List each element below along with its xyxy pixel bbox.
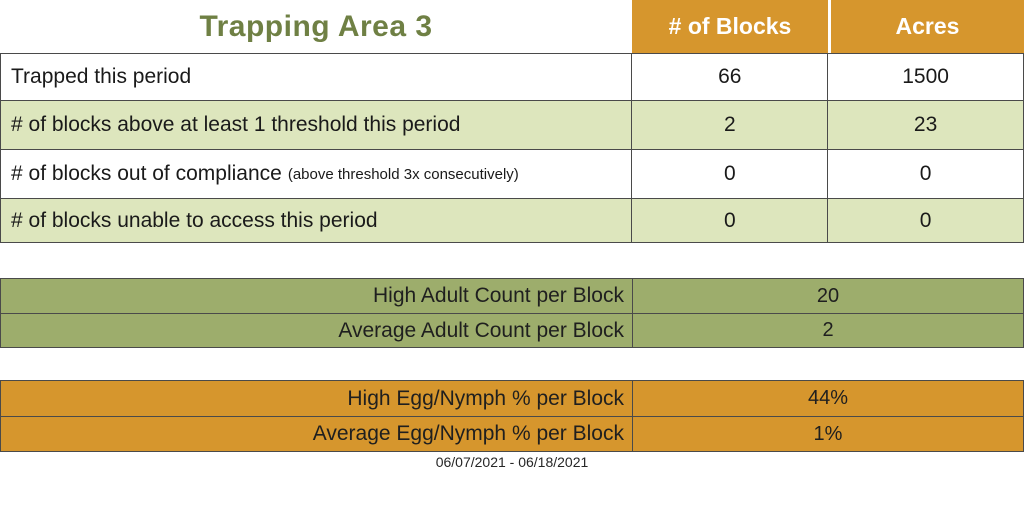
table-row: # of blocks unable to access this period… bbox=[1, 198, 1023, 242]
row-label: # of blocks out of compliance (above thr… bbox=[1, 150, 631, 198]
egg-nymph-section: High Egg/Nymph % per Block 44% Average E… bbox=[0, 380, 1024, 452]
section-row-value: 44% bbox=[632, 381, 1023, 416]
row-label: # of blocks above at least 1 threshold t… bbox=[1, 101, 631, 149]
acres-value: 0 bbox=[827, 199, 1023, 242]
page-title: Trapping Area 3 bbox=[199, 9, 433, 43]
adult-count-section: High Adult Count per Block 20 Average Ad… bbox=[0, 278, 1024, 348]
row-label: Trapped this period bbox=[1, 54, 631, 100]
blocks-value: 2 bbox=[631, 101, 827, 149]
section-row-label: High Egg/Nymph % per Block bbox=[347, 386, 624, 410]
table-row: # of blocks out of compliance (above thr… bbox=[1, 149, 1023, 198]
section-row-label: Average Adult Count per Block bbox=[338, 318, 624, 342]
summary-table: Trapped this period 66 1500 # of blocks … bbox=[0, 53, 1024, 243]
blocks-value: 0 bbox=[631, 150, 827, 198]
table-row: # of blocks above at least 1 threshold t… bbox=[1, 100, 1023, 149]
section-row: Average Egg/Nymph % per Block 1% bbox=[1, 416, 1023, 451]
row-label-text: # of blocks out of compliance bbox=[11, 162, 282, 185]
section-row-label: High Adult Count per Block bbox=[373, 284, 624, 307]
section-row: High Egg/Nymph % per Block 44% bbox=[1, 381, 1023, 416]
page-title-cell: Trapping Area 3 bbox=[0, 0, 632, 53]
section-row-value: 2 bbox=[632, 314, 1023, 347]
section-row-value: 1% bbox=[632, 417, 1023, 451]
report-date-range: 06/07/2021 - 06/18/2021 bbox=[435, 454, 589, 470]
row-label-text: Trapped this period bbox=[11, 65, 192, 88]
section-row: High Adult Count per Block 20 bbox=[1, 279, 1023, 313]
row-label-text: # of blocks above at least 1 threshold t… bbox=[11, 113, 461, 136]
table-row: Trapped this period 66 1500 bbox=[1, 54, 1023, 100]
row-label: # of blocks unable to access this period bbox=[1, 199, 631, 242]
blocks-value: 0 bbox=[631, 199, 827, 242]
column-header-blocks: # of Blocks bbox=[632, 0, 828, 53]
acres-value: 0 bbox=[827, 150, 1023, 198]
acres-value: 1500 bbox=[827, 54, 1023, 100]
section-row-label: Average Egg/Nymph % per Block bbox=[312, 422, 624, 445]
report-header: Trapping Area 3 # of Blocks Acres bbox=[0, 0, 1024, 53]
section-row-value: 20 bbox=[632, 279, 1023, 313]
acres-value: 23 bbox=[827, 101, 1023, 149]
blocks-value: 66 bbox=[631, 54, 827, 100]
row-label-text: # of blocks unable to access this period bbox=[11, 208, 378, 232]
column-header-acres: Acres bbox=[828, 0, 1024, 53]
row-sublabel-text: (above threshold 3x consecutively) bbox=[287, 165, 519, 183]
section-row: Average Adult Count per Block 2 bbox=[1, 313, 1023, 347]
